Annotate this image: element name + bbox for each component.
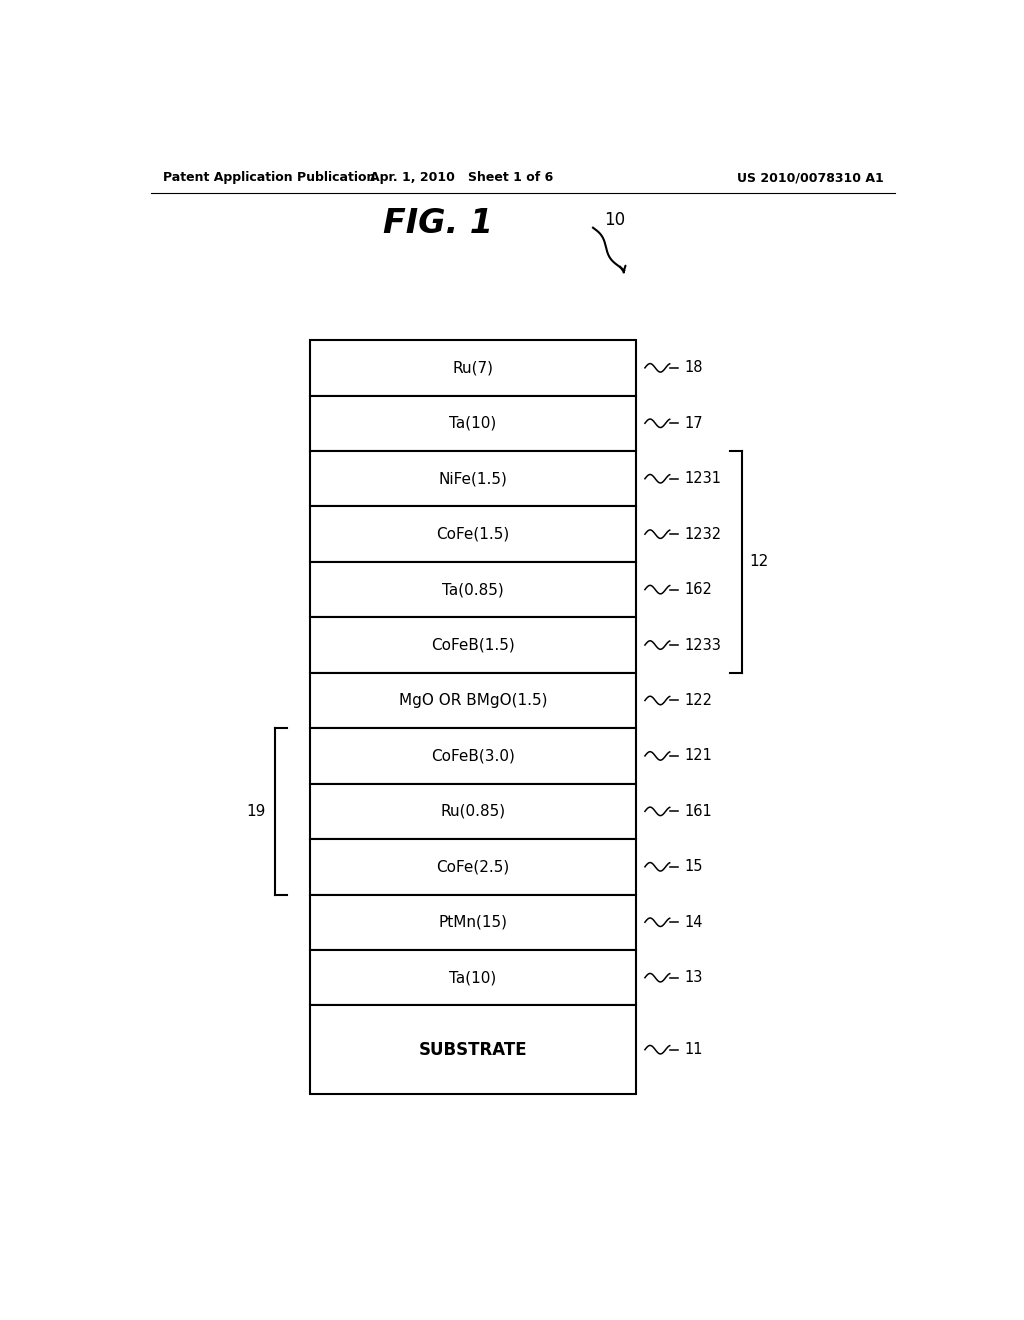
Bar bbox=[310, 950, 636, 1006]
Text: 11: 11 bbox=[684, 1043, 702, 1057]
Text: Ta(0.85): Ta(0.85) bbox=[442, 582, 504, 597]
Text: 19: 19 bbox=[247, 804, 266, 818]
Text: Ru(7): Ru(7) bbox=[453, 360, 494, 375]
Text: 12: 12 bbox=[750, 554, 769, 569]
Text: 1232: 1232 bbox=[684, 527, 722, 541]
Text: 1233: 1233 bbox=[684, 638, 721, 652]
Bar bbox=[310, 341, 636, 396]
Text: 10: 10 bbox=[604, 211, 626, 228]
Bar bbox=[310, 1006, 636, 1094]
Text: 1231: 1231 bbox=[684, 471, 722, 486]
Bar bbox=[310, 396, 636, 451]
Bar bbox=[310, 673, 636, 729]
Text: 162: 162 bbox=[684, 582, 713, 597]
Text: CoFeB(1.5): CoFeB(1.5) bbox=[431, 638, 515, 652]
Text: Ta(10): Ta(10) bbox=[450, 416, 497, 430]
Text: CoFe(1.5): CoFe(1.5) bbox=[436, 527, 510, 541]
Text: 18: 18 bbox=[684, 360, 702, 375]
Text: Patent Application Publication: Patent Application Publication bbox=[163, 172, 375, 185]
Text: 14: 14 bbox=[684, 915, 702, 929]
Text: CoFe(2.5): CoFe(2.5) bbox=[436, 859, 510, 874]
Text: NiFe(1.5): NiFe(1.5) bbox=[438, 471, 507, 486]
Bar bbox=[310, 451, 636, 507]
Text: MgO OR BMgO(1.5): MgO OR BMgO(1.5) bbox=[398, 693, 547, 708]
Bar bbox=[310, 895, 636, 950]
Text: 122: 122 bbox=[684, 693, 713, 708]
Text: 13: 13 bbox=[684, 970, 702, 985]
Text: SUBSTRATE: SUBSTRATE bbox=[419, 1040, 527, 1059]
Text: CoFeB(3.0): CoFeB(3.0) bbox=[431, 748, 515, 763]
Text: 15: 15 bbox=[684, 859, 702, 874]
Text: US 2010/0078310 A1: US 2010/0078310 A1 bbox=[737, 172, 884, 185]
Bar bbox=[310, 507, 636, 562]
Text: 121: 121 bbox=[684, 748, 713, 763]
Bar bbox=[310, 562, 636, 618]
Bar bbox=[310, 840, 636, 895]
Text: 17: 17 bbox=[684, 416, 703, 430]
Bar bbox=[310, 729, 636, 784]
Text: PtMn(15): PtMn(15) bbox=[438, 915, 507, 929]
Text: Ru(0.85): Ru(0.85) bbox=[440, 804, 506, 818]
Text: FIG. 1: FIG. 1 bbox=[383, 207, 493, 240]
Text: Apr. 1, 2010   Sheet 1 of 6: Apr. 1, 2010 Sheet 1 of 6 bbox=[370, 172, 553, 185]
Text: 161: 161 bbox=[684, 804, 713, 818]
Bar bbox=[310, 784, 636, 840]
Text: Ta(10): Ta(10) bbox=[450, 970, 497, 985]
Bar bbox=[310, 618, 636, 673]
